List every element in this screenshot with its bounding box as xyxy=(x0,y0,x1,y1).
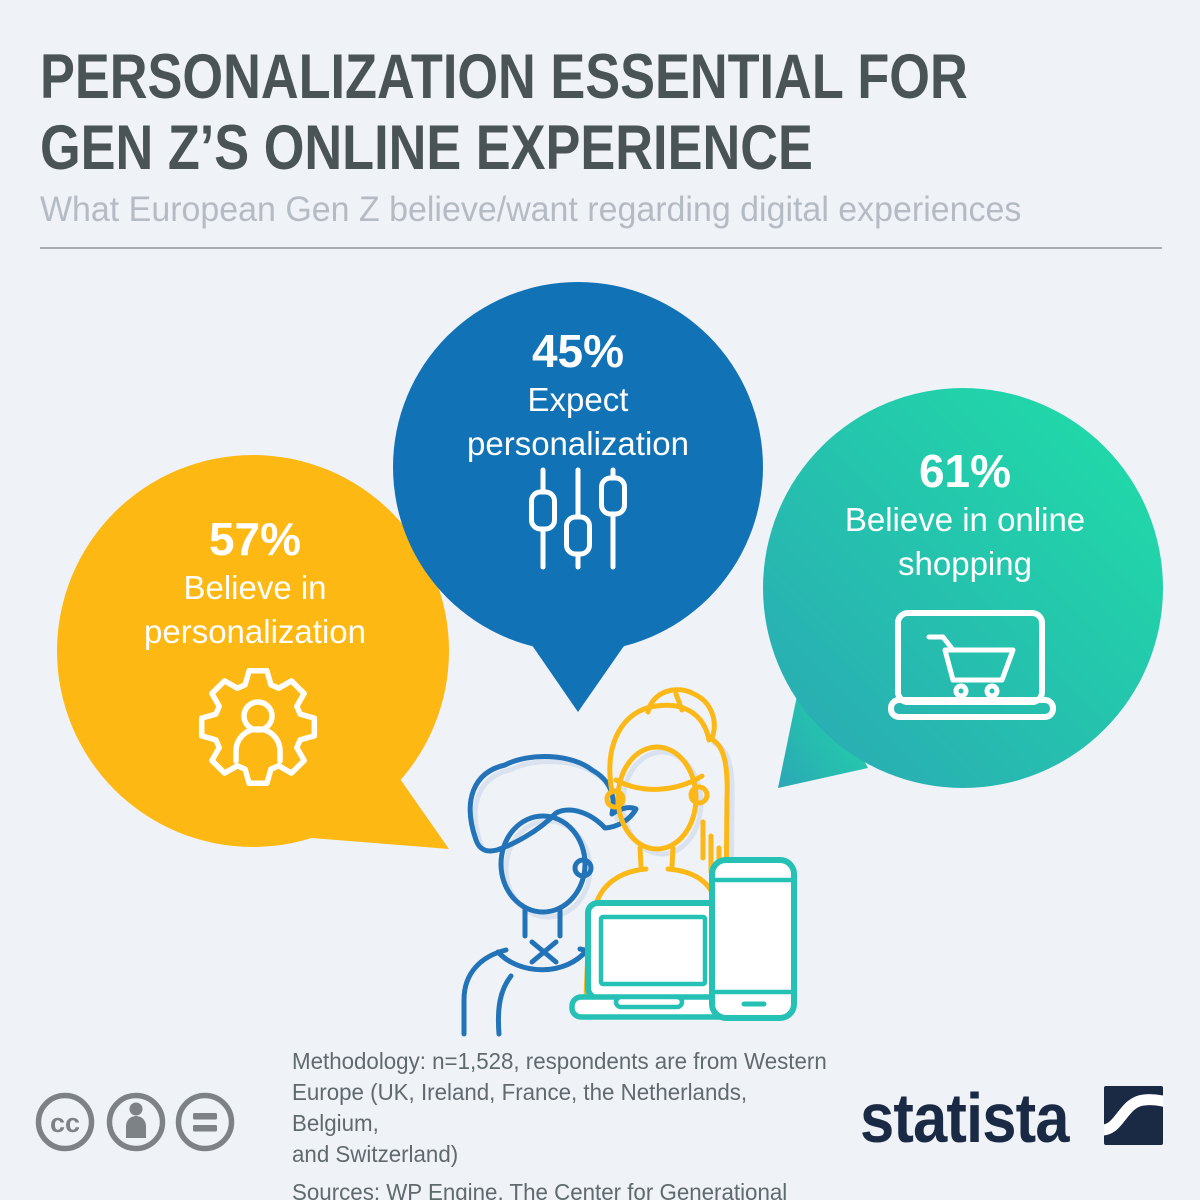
girl-ponytail xyxy=(645,687,717,741)
boy-collar xyxy=(495,947,590,973)
phone xyxy=(709,857,797,1021)
stat-label-line1: Expect xyxy=(527,381,629,418)
devices xyxy=(569,857,797,1021)
stat-percent: 45% xyxy=(531,325,625,377)
boy-hair xyxy=(467,754,639,854)
attribution-person-icon xyxy=(106,1092,166,1152)
boy-face xyxy=(498,813,588,915)
title-line-2: GEN Z’S ONLINE EXPERIENCE xyxy=(40,113,813,183)
stat-believe-online-shopping: 61% Believe in online shopping xyxy=(785,444,1145,586)
gear-person-icon xyxy=(198,667,318,787)
equals-icon xyxy=(175,1092,235,1152)
stat-expect-personalization: 45% Expect personalization xyxy=(418,324,738,466)
license-icons: cc xyxy=(35,1092,235,1152)
page-title: PERSONALIZATION ESSENTIAL FOR GEN Z’S ON… xyxy=(40,42,968,184)
stat-label-line2: personalization xyxy=(467,425,689,462)
statista-logo-icon xyxy=(1104,1086,1163,1145)
statista-wordmark: statista xyxy=(860,1079,1070,1157)
bubble-believe-online-shopping xyxy=(763,388,1163,788)
stat-percent: 61% xyxy=(918,445,1012,497)
methodology-line-2: Europe (UK, Ireland, France, the Netherl… xyxy=(292,1079,748,1136)
laptop-cart-icon xyxy=(888,610,1056,720)
title-line-1: PERSONALIZATION ESSENTIAL FOR xyxy=(40,42,968,112)
cc-letters: cc xyxy=(50,1108,80,1138)
genz-illustration xyxy=(461,687,797,1037)
methodology-block: Methodology: n=1,528, respondents are fr… xyxy=(292,1046,835,1200)
attribution-person-glyph xyxy=(126,1102,146,1138)
sources-line: Sources: WP Engine, The Center for Gener… xyxy=(292,1179,788,1200)
girl-ear-left xyxy=(604,788,626,810)
sliders-icon xyxy=(529,467,627,570)
methodology-line-1: Methodology: n=1,528, respondents are fr… xyxy=(292,1048,827,1074)
boy-ear xyxy=(572,857,594,879)
stat-label-line2: shopping xyxy=(898,545,1032,582)
methodology-line-3: and Switzerland) xyxy=(292,1141,459,1167)
stat-believe-personalization: 57% Believe in personalization xyxy=(95,512,415,654)
equals-glyph xyxy=(193,1113,217,1132)
bubble-expect-personalization xyxy=(393,282,763,712)
stat-label-line2: personalization xyxy=(144,613,366,650)
header-divider xyxy=(40,247,1162,249)
bubble-believe-personalization xyxy=(57,455,449,849)
girl-ear-right xyxy=(688,784,710,806)
cc-icon xyxy=(35,1092,95,1152)
girl-face xyxy=(615,744,699,852)
page-subtitle: What European Gen Z believe/want regardi… xyxy=(40,190,1022,229)
stat-percent: 57% xyxy=(208,513,302,565)
stat-label-line1: Believe in xyxy=(183,569,327,606)
stat-label-line1: Believe in online xyxy=(844,501,1086,538)
